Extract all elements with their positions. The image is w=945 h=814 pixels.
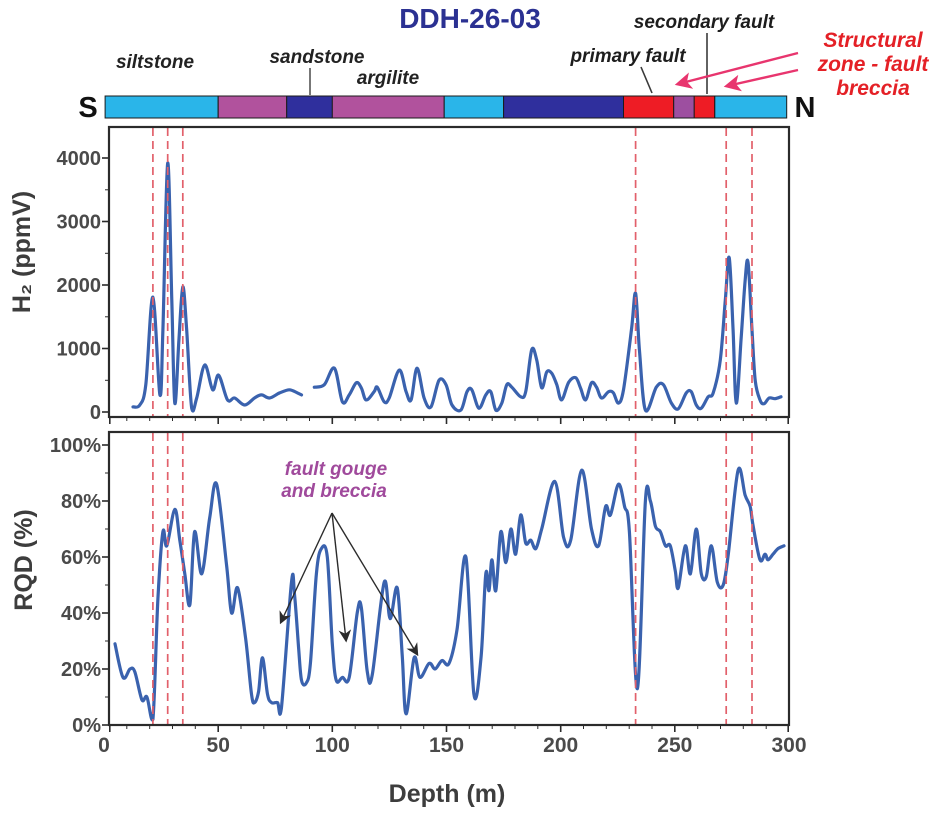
- x-tick-label: 50: [207, 734, 230, 757]
- lithology-segment-siltstone: [714, 95, 788, 119]
- x-tick-label: 250: [657, 734, 692, 757]
- structural-zone-arrow-1: [674, 51, 799, 89]
- label-argilite: argilite: [357, 68, 420, 89]
- label-siltstone: siltstone: [116, 52, 195, 73]
- lithology-segment-sandstone: [286, 95, 333, 119]
- fault-gouge-arrow-2: [331, 512, 352, 643]
- label-fault-gouge-line1: fault gouge: [285, 459, 388, 480]
- rqd-ytick-label: 20%: [61, 659, 101, 681]
- label-primary-fault: primary fault: [569, 46, 686, 67]
- h2-curve: [131, 161, 304, 413]
- x-tick-label: 0: [98, 734, 110, 757]
- fault-gouge-arrow-3: [331, 512, 419, 657]
- page-title: DDH-26-03: [399, 3, 541, 34]
- lithology-segment-siltstone: [443, 95, 505, 119]
- label-structural-zone-line1: Structural: [823, 29, 923, 52]
- lithology-segment-fault: [693, 95, 716, 119]
- depth-axis-title: Depth (m): [389, 780, 506, 808]
- rqd-plot-border: [107, 430, 791, 727]
- rqd-ytick-label: 0%: [72, 715, 101, 737]
- label-structural-zone-line2: zone - fault: [817, 53, 930, 76]
- x-tick-label: 200: [543, 734, 578, 757]
- lithology-segment-fault_gouge: [673, 95, 695, 119]
- h2-ytick-label: 2000: [57, 275, 102, 297]
- primary-fault-pointer-line: [640, 66, 653, 94]
- h2-axis-title: H₂ (ppmV): [8, 191, 36, 313]
- fault-gouge-arrow-1: [279, 512, 333, 625]
- rqd-ytick-label: 60%: [61, 547, 101, 569]
- lithology-segment-siltstone: [104, 95, 219, 119]
- h2-ytick-label: 4000: [57, 148, 102, 170]
- lithology-strip: [104, 95, 788, 119]
- rqd-ytick-label: 40%: [61, 603, 101, 625]
- annotation-lines: [279, 33, 799, 657]
- label-secondary-fault: secondary fault: [634, 12, 775, 33]
- h2-ytick-label: 0: [90, 402, 101, 424]
- annotation-texts: DDH-26-03 siltstone sandstone argilite p…: [8, 3, 929, 808]
- charts: 0 1000 2000 3000 4000 0% 20% 40% 60% 80% 100% 0 50 10…: [50, 125, 807, 757]
- label-south: S: [78, 92, 97, 124]
- x-tick-label: 100: [315, 734, 350, 757]
- rqd-ytick-label: 100%: [50, 435, 101, 457]
- h2-ytick-label: 3000: [57, 212, 102, 234]
- rqd-curve: [113, 466, 786, 722]
- structural-zone-arrow-2: [723, 68, 799, 92]
- h2-plot-area: [109, 127, 789, 417]
- rqd-ytick-label: 80%: [61, 491, 101, 513]
- rqd-axis-title: RQD (%): [10, 509, 38, 610]
- label-north: N: [795, 92, 816, 124]
- h2-chart: 0 1000 2000 3000 4000: [57, 125, 791, 424]
- h2-ytick-label: 1000: [57, 339, 102, 361]
- label-fault-gouge-line2: and breccia: [281, 481, 387, 502]
- lithology-segment-fault: [623, 95, 675, 119]
- rqd-chart: 0% 20% 40% 60% 80% 100%: [50, 430, 791, 737]
- label-sandstone: sandstone: [269, 47, 364, 68]
- h2-plot-border: [107, 125, 791, 419]
- x-tick-label: 300: [771, 734, 806, 757]
- x-tick-label: 150: [429, 734, 464, 757]
- lithology-segment-argilite: [217, 95, 288, 119]
- x-tick-labels: 0 50 100 150 200 250 300: [98, 734, 806, 757]
- rqd-plot-area: [109, 432, 789, 725]
- label-structural-zone-line3: breccia: [836, 77, 910, 100]
- lithology-segment-sandstone: [503, 95, 625, 119]
- lithology-segment-argilite: [331, 95, 445, 119]
- h2-curve: [312, 255, 783, 413]
